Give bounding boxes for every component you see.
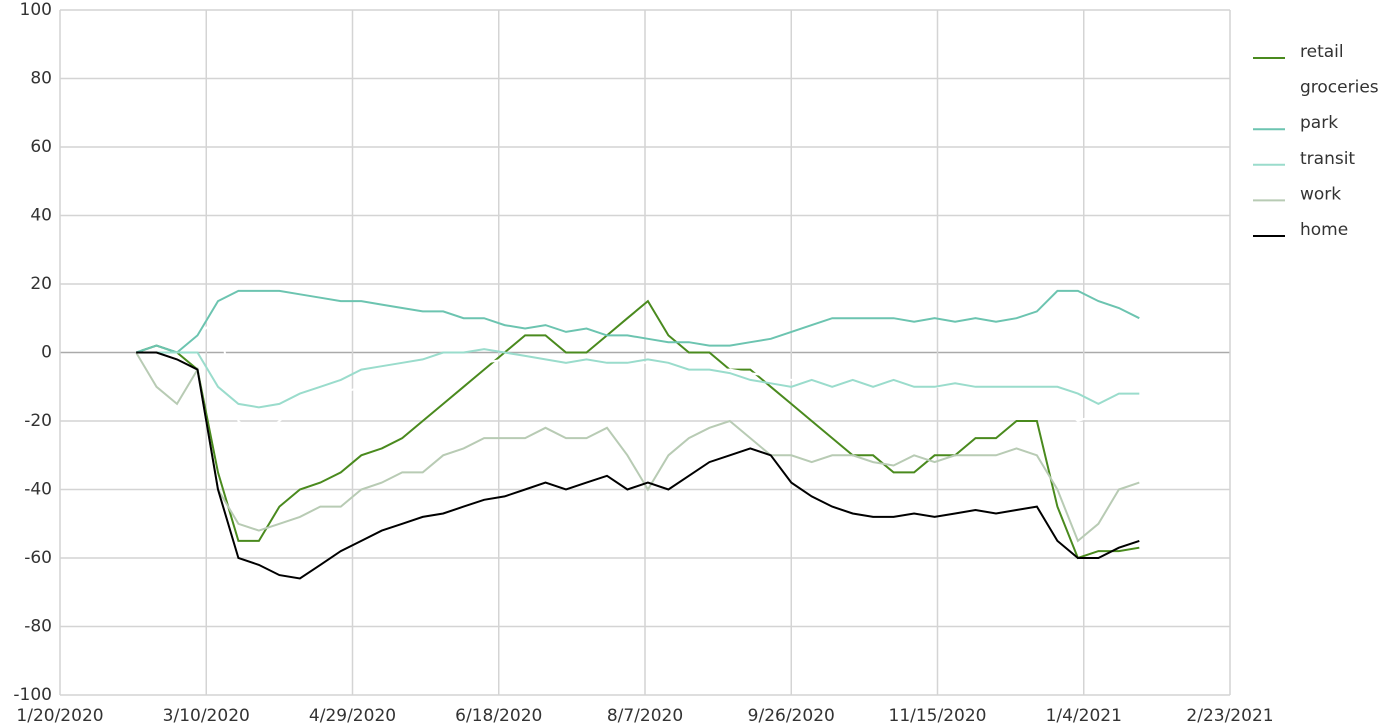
y-tick-label: -40 <box>24 480 52 500</box>
y-tick-label: -60 <box>24 548 52 568</box>
series-line <box>135 289 1140 354</box>
y-tick-label: 40 <box>30 206 52 226</box>
x-tick-label: 4/29/2020 <box>309 706 396 726</box>
x-tick-label: 9/26/2020 <box>748 706 835 726</box>
x-tick-label: 3/10/2020 <box>163 706 250 726</box>
x-tick-label: 6/18/2020 <box>455 706 542 726</box>
series-line <box>136 351 1140 580</box>
legend-label: park <box>1300 113 1338 133</box>
y-tick-label: 0 <box>41 343 52 363</box>
x-tick-label: 1/4/2021 <box>1046 706 1122 726</box>
x-tick-label: 1/20/2020 <box>16 706 103 726</box>
legend-label: home <box>1300 220 1348 240</box>
legend-label: retail <box>1300 42 1344 62</box>
x-tick-label: 2/23/2021 <box>1186 706 1273 726</box>
y-tick-label: -100 <box>13 685 52 705</box>
y-tick-label: 80 <box>30 69 52 89</box>
x-tick-label: 11/15/2020 <box>889 706 987 726</box>
y-tick-label: 100 <box>20 0 52 20</box>
legend-label: transit <box>1300 149 1355 169</box>
legend-label: work <box>1300 184 1341 204</box>
y-tick-label: 60 <box>30 137 52 157</box>
series-line <box>136 348 1140 409</box>
series-line <box>135 351 1140 543</box>
y-tick-label: -20 <box>24 411 52 431</box>
legend-label: groceries <box>1300 78 1379 98</box>
y-tick-label: -80 <box>24 617 52 637</box>
series-line <box>135 316 1140 440</box>
x-tick-label: 8/7/2020 <box>607 706 683 726</box>
y-tick-label: 20 <box>30 274 52 294</box>
series-line <box>135 299 1140 560</box>
